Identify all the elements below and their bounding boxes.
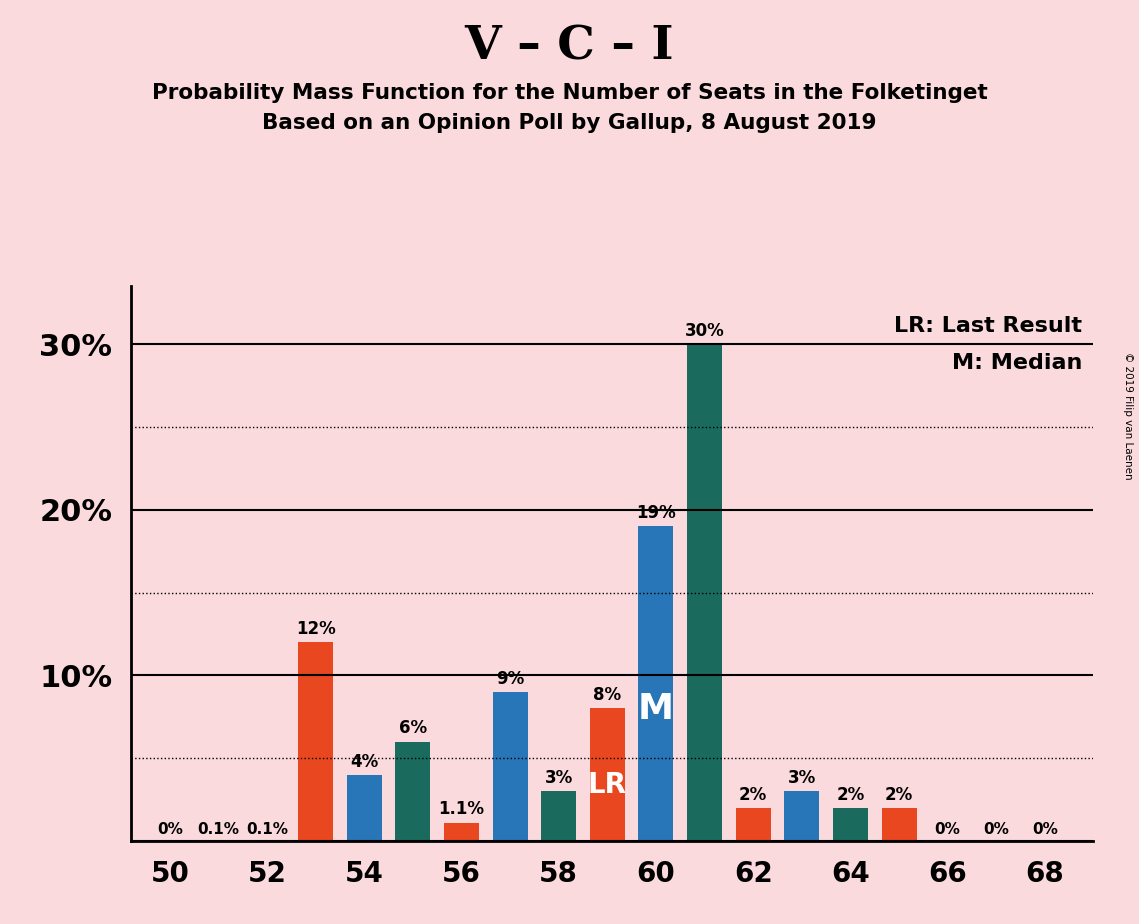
Text: 3%: 3% [788, 769, 816, 787]
Text: 0%: 0% [1032, 821, 1058, 837]
Text: 2%: 2% [739, 785, 768, 804]
Bar [833, 808, 868, 841]
Bar [882, 808, 917, 841]
Bar [639, 527, 673, 841]
Bar [687, 345, 722, 841]
Bar [346, 774, 382, 841]
Bar [736, 808, 771, 841]
Text: Probability Mass Function for the Number of Seats in the Folketinget: Probability Mass Function for the Number… [151, 83, 988, 103]
Text: 8%: 8% [593, 687, 622, 704]
Text: 0%: 0% [935, 821, 960, 837]
Text: © 2019 Filip van Laenen: © 2019 Filip van Laenen [1123, 352, 1133, 480]
Text: 4%: 4% [350, 752, 378, 771]
Text: M: Median: M: Median [951, 353, 1082, 372]
Text: V – C – I: V – C – I [465, 23, 674, 69]
Text: 0%: 0% [157, 821, 183, 837]
Text: 12%: 12% [296, 620, 336, 638]
Text: 2%: 2% [885, 785, 913, 804]
Bar [298, 642, 334, 841]
Bar [541, 791, 576, 841]
Text: 19%: 19% [636, 505, 675, 522]
Text: M: M [638, 692, 674, 725]
Bar [395, 742, 431, 841]
Text: 0.1%: 0.1% [197, 821, 239, 837]
Text: 3%: 3% [544, 769, 573, 787]
Bar [590, 709, 625, 841]
Text: 1.1%: 1.1% [439, 800, 484, 819]
Text: 30%: 30% [685, 322, 724, 340]
Text: LR: Last Result: LR: Last Result [894, 316, 1082, 336]
Text: 2%: 2% [836, 785, 865, 804]
Bar [444, 822, 480, 841]
Bar [493, 692, 527, 841]
Text: LR: LR [588, 772, 626, 799]
Text: 0%: 0% [983, 821, 1009, 837]
Text: Based on an Opinion Poll by Gallup, 8 August 2019: Based on an Opinion Poll by Gallup, 8 Au… [262, 113, 877, 133]
Text: 9%: 9% [495, 670, 524, 687]
Text: 0.1%: 0.1% [246, 821, 288, 837]
Text: 6%: 6% [399, 720, 427, 737]
Bar [785, 791, 819, 841]
